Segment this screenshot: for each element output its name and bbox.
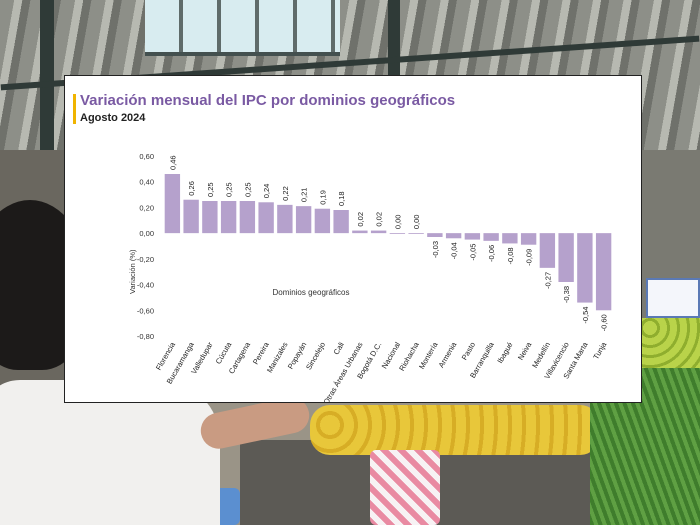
data-label: 0,18 [337, 191, 346, 206]
x-tick-label: Cúcuta [214, 340, 234, 366]
bar [464, 233, 481, 240]
data-label: -0,54 [581, 307, 590, 324]
bar [502, 233, 518, 244]
data-label: -0,03 [431, 241, 440, 258]
data-label: 0,25 [206, 182, 215, 197]
data-label: -0,09 [525, 249, 534, 266]
data-label: -0,27 [543, 272, 552, 289]
y-tick-label: 0,40 [139, 178, 154, 187]
x-tick-label: Cali [332, 340, 346, 356]
y-tick-label: 0,20 [139, 203, 154, 212]
pink-bag [370, 450, 440, 525]
data-label: 0,19 [318, 190, 327, 205]
x-tick-label: Montería [417, 340, 440, 371]
data-label: 0,46 [168, 155, 177, 170]
y-tick-label: -0,20 [137, 255, 154, 264]
y-axis-label: Variación (%) [128, 249, 137, 294]
bar [445, 233, 462, 239]
bar [258, 202, 274, 234]
bar [239, 201, 256, 234]
x-tick-label: Armenia [437, 340, 459, 369]
skylight [145, 0, 340, 56]
y-tick-label: -0,60 [137, 306, 154, 315]
x-axis-label: Dominios geográficos [273, 288, 350, 297]
bar [577, 233, 593, 303]
data-label: 0,21 [300, 188, 309, 203]
bar [314, 208, 331, 234]
data-label: 0,00 [412, 215, 421, 230]
chart-subtitle: Agosto 2024 [80, 112, 146, 124]
bar [164, 174, 181, 234]
data-label: -0,60 [600, 314, 609, 331]
data-label: -0,08 [506, 247, 515, 264]
bar [483, 233, 499, 241]
data-label: 0,25 [243, 182, 252, 197]
bar [558, 233, 574, 282]
y-tick-label: 0,60 [139, 152, 154, 161]
x-tick-label: Pereira [251, 340, 271, 366]
data-label: -0,05 [468, 244, 477, 261]
data-label: 0,25 [225, 182, 234, 197]
column [388, 0, 400, 80]
chart-title: Variación mensual del IPC por dominios g… [80, 92, 456, 109]
bar [595, 233, 612, 311]
x-tick-label: Pasto [460, 341, 477, 362]
data-label: 0,02 [356, 212, 365, 227]
data-label: 0,24 [262, 184, 271, 199]
bar [389, 233, 406, 234]
x-tick-label: Neiva [516, 340, 534, 362]
bar [352, 230, 368, 234]
chart-card: Variación mensual del IPC por dominios g… [64, 75, 642, 403]
y-tick-label: -0,80 [137, 332, 154, 341]
bar [333, 210, 349, 234]
data-label: 0,22 [281, 186, 290, 201]
bar [427, 233, 443, 237]
bar [539, 233, 556, 268]
y-tick-label: -0,40 [137, 281, 154, 290]
y-tick-label: 0,00 [139, 229, 154, 238]
bananas [310, 405, 600, 455]
x-tick-label: Ibagué [495, 341, 514, 365]
data-label: -0,38 [562, 286, 571, 303]
bar [408, 233, 424, 234]
data-label: -0,04 [450, 242, 459, 259]
data-label: 0,26 [187, 181, 196, 196]
bar [202, 201, 218, 234]
title-accent-bar [73, 94, 76, 124]
bar [183, 199, 199, 234]
bar [220, 201, 237, 234]
price-card [646, 278, 700, 318]
bar [277, 204, 293, 234]
x-tick-label: Tunja [591, 340, 608, 361]
bar [370, 230, 387, 234]
data-label: 0,00 [393, 215, 402, 230]
bar [520, 233, 537, 245]
bar-chart: 0,60 0,40 0,20 0,00 -0,20 -0,40 -0,60 -0,80 Vari… [128, 152, 612, 402]
data-label: -0,06 [487, 245, 496, 262]
person-shirt [0, 380, 220, 525]
data-label: 0,02 [375, 212, 384, 227]
limes [640, 318, 700, 368]
bar [295, 206, 312, 234]
